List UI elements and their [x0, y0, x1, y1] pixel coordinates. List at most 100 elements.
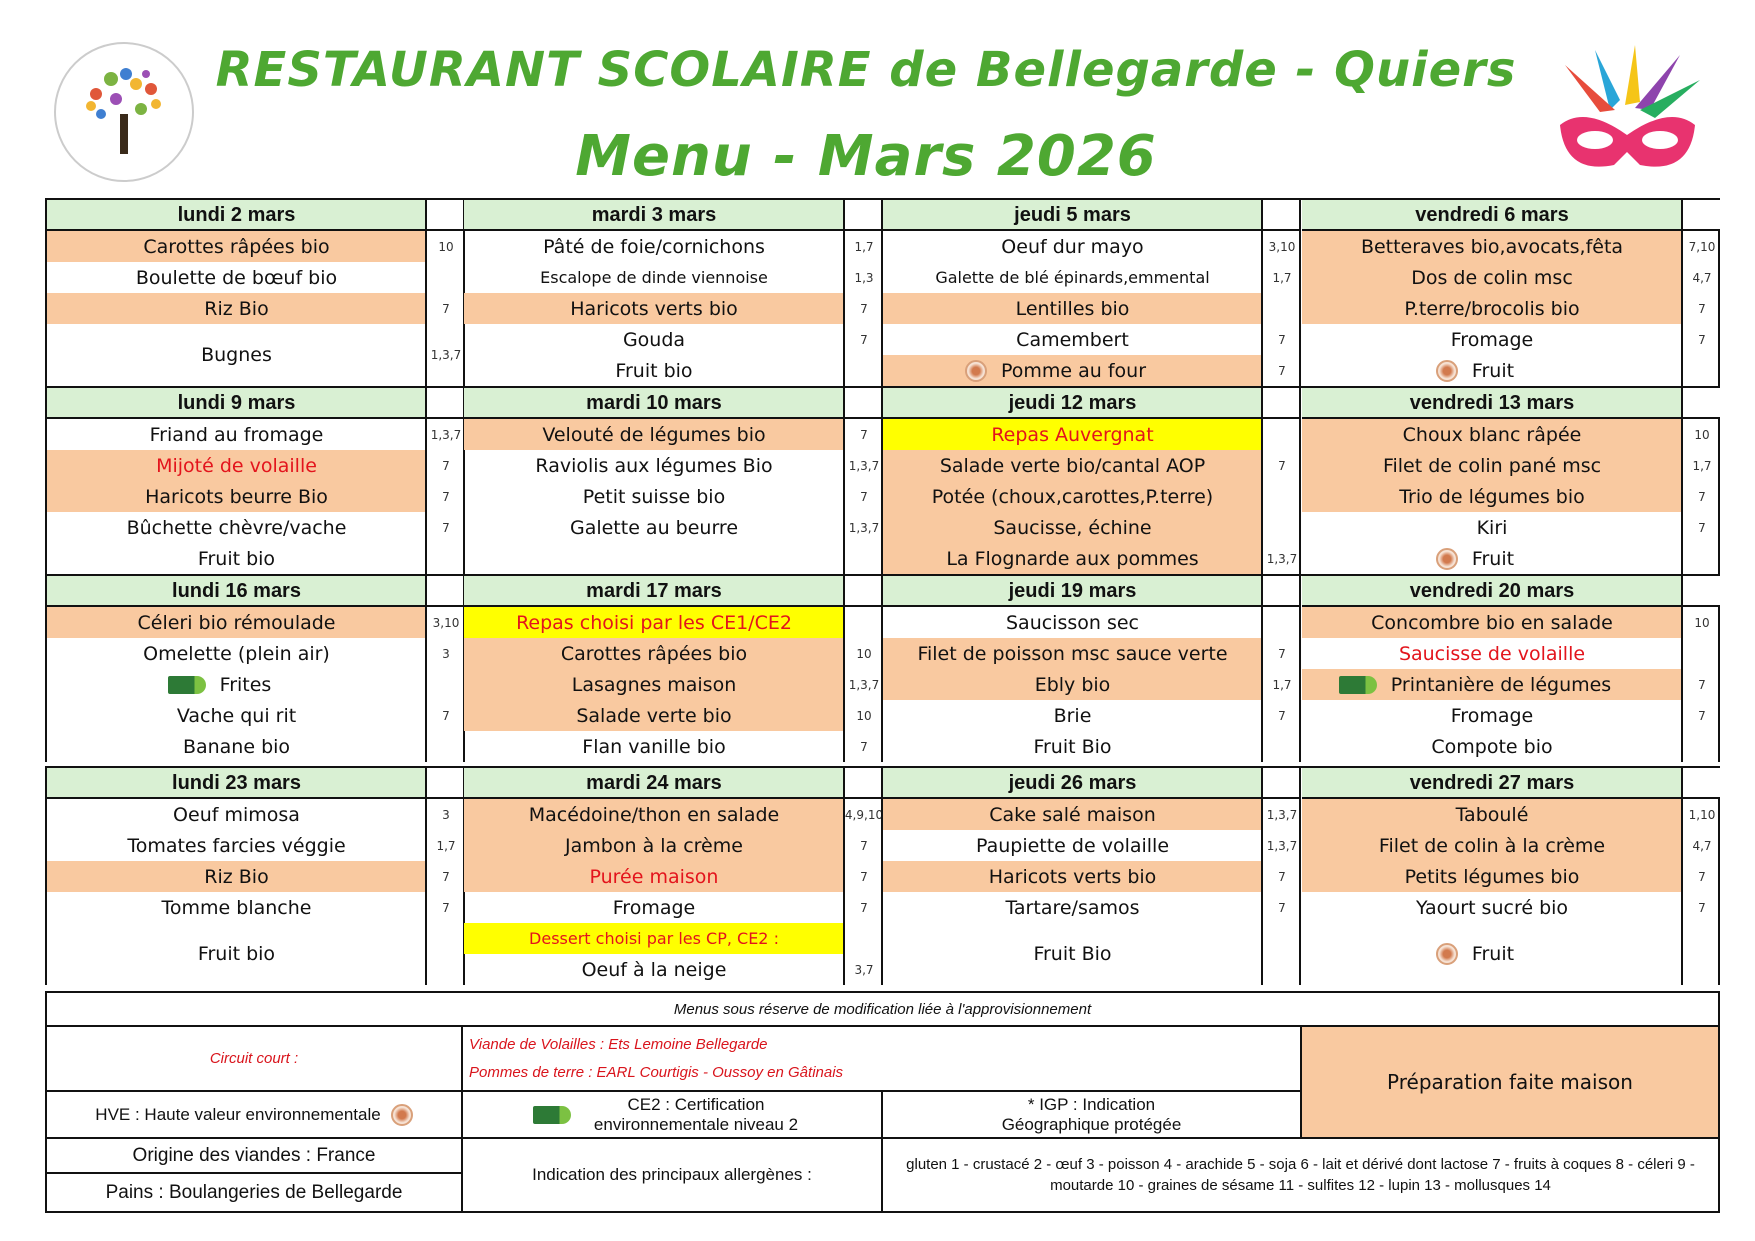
menu-item-label: Gouda [622, 328, 686, 351]
menu-item: Salade verte bio/cantal AOP [883, 450, 1262, 481]
day-header: lundi 2 mars [47, 200, 426, 231]
menu-item: Salade verte bio [464, 700, 844, 731]
day-menu: Repas Auvergnat Salade verte bio/cantal A… [883, 419, 1262, 574]
menu-item: Fromage [464, 892, 844, 923]
allergen-code: 10 [856, 708, 872, 723]
menu-item-label: Bugnes [201, 344, 272, 366]
tree-icon [86, 68, 161, 154]
ce2-icon [167, 675, 206, 694]
day-header: jeudi 19 mars [883, 576, 1262, 607]
menu-item: Carottes râpées bio [47, 231, 426, 262]
day-header: vendredi 27 mars [1302, 768, 1682, 799]
allergen-code: 1,3,7 [1266, 551, 1298, 566]
menu-item-label: Raviolis aux légumes Bio [535, 454, 773, 477]
day-header: mardi 24 mars [464, 768, 844, 799]
day-header: jeudi 5 mars [883, 200, 1262, 231]
menu-item: Lentilles bio [883, 293, 1262, 324]
day-header: vendredi 13 mars [1302, 388, 1682, 419]
menu-item-label: Flan vanille bio [582, 735, 726, 758]
menu-item-label: Fruit [1471, 359, 1515, 382]
menu-item: Galette au beurre [464, 512, 844, 543]
allergen-code: 7 [442, 869, 450, 884]
menu-item-label: Lasagnes maison [571, 673, 737, 696]
allergen-code: 7 [442, 458, 450, 473]
allergen-code [1264, 607, 1300, 638]
day-header: jeudi 26 mars [883, 768, 1262, 799]
week-block: lundi 9 mars Friand au fromage Mijoté de v… [45, 386, 1720, 574]
menu-item: Kiri [1302, 512, 1682, 543]
allergen-code: 1,7 [1272, 677, 1292, 692]
allergen-code: 7,10 [1688, 239, 1716, 254]
menu-item: Filet de colin pané msc [1302, 450, 1682, 481]
menu-item: Mijoté de volaille [47, 450, 426, 481]
menu-item: Bugnes [47, 324, 426, 386]
menu-item-label: Yaourt sucré bio [1415, 896, 1569, 919]
menu-item-label: Repas choisi par les CE1/CE2 [516, 611, 792, 634]
column-divider [881, 388, 883, 574]
menu-item-label: Riz Bio [204, 865, 269, 888]
menu-item-label: Friand au fromage [149, 423, 324, 446]
menu-item: Saucisson sec [883, 607, 1262, 638]
menu-item-label: Haricots verts bio [570, 297, 738, 320]
allergen-code [846, 607, 882, 638]
allergen-code: 4,7 [1692, 838, 1712, 853]
allergen-code: 7 [442, 489, 450, 504]
circuit-item: Pommes de terre : EARL Courtigis - Ousso… [469, 1063, 844, 1081]
menu-item: Cake salé maison [883, 799, 1262, 830]
column-divider [1681, 768, 1683, 985]
column-divider [881, 768, 883, 985]
allergen-header [426, 576, 464, 607]
menu-item: Saucisse de volaille [1302, 638, 1682, 669]
allergen-column: 1,10 4,7 7 7 [1684, 799, 1720, 985]
day-menu: Velouté de légumes bio Raviolis aux légum… [464, 419, 844, 574]
allergen-code [1684, 355, 1720, 386]
week-block: lundi 23 mars Oeuf mimosa Tomates farcies … [45, 766, 1720, 985]
menu-item: Escalope de dinde viennoise [464, 262, 844, 293]
menu-item-label: Betteraves bio,avocats,fêta [1360, 235, 1624, 258]
allergen-code: 7 [1698, 520, 1706, 535]
allergen-code [428, 543, 464, 574]
menu-item-label: Fruit bio [197, 943, 276, 965]
menu-item-label: La Flognarde aux pommes [946, 547, 1199, 570]
menu-item: Fruit Bio [883, 923, 1262, 985]
column-divider [1681, 200, 1683, 386]
allergen-code: 3,10 [1268, 239, 1296, 254]
menu-item-label: P.terre/brocolis bio [1404, 297, 1580, 320]
menu-item-label: Concombre bio en salade [1371, 611, 1613, 634]
menu-item-label: Jambon à la crème [565, 834, 743, 857]
allergen-header [844, 768, 882, 799]
circuit-court-label: Circuit court : [45, 1025, 463, 1092]
day-header: lundi 9 mars [47, 388, 426, 419]
menu-item-label: Galette de blé épinards,emmental [935, 268, 1210, 287]
allergen-code: 7 [1278, 900, 1286, 915]
menu-item-label: Pomme au four [1000, 359, 1147, 382]
hve-label: HVE : Haute valeur environnementale [95, 1104, 381, 1124]
allergen-code: 1,7 [854, 239, 874, 254]
allergen-code: 7 [442, 520, 450, 535]
allergen-code: 7 [1278, 363, 1286, 378]
menu-item-label: Boulette de bœuf bio [135, 266, 338, 289]
notice: Menus sous réserve de modification liée … [45, 991, 1720, 1027]
allergen-header [426, 388, 464, 419]
menu-item: Raviolis aux légumes Bio [464, 450, 844, 481]
column-divider [1681, 576, 1683, 762]
day-menu: Choux blanc râpée Filet de colin pané msc… [1302, 419, 1682, 574]
day-header: lundi 23 mars [47, 768, 426, 799]
menu-item-label: Fruit bio [615, 359, 693, 382]
menu-item: Oeuf dur mayo [883, 231, 1262, 262]
carnival-mask-image [1540, 40, 1715, 190]
menu-item-label: Purée maison [589, 865, 719, 888]
allergen-code [1264, 731, 1300, 762]
allergen-code [846, 355, 882, 386]
hve-legend: HVE : Haute valeur environnementale [45, 1090, 463, 1139]
day-menu: Concombre bio en salade Saucisse de volai… [1302, 607, 1682, 762]
allergen-header [1682, 388, 1720, 419]
menu-item-label: Céleri bio rémoulade [137, 611, 336, 634]
menu-item-label: Fruit [1471, 547, 1515, 570]
menu-item: Compote bio [1302, 731, 1682, 762]
menu-item-label: Bûchette chèvre/vache [126, 516, 347, 539]
allergen-code: 7 [860, 869, 868, 884]
menu-item: Omelette (plein air) [47, 638, 426, 669]
menu-item-label: Fruit Bio [1033, 735, 1112, 758]
menu-item: Petit suisse bio [464, 481, 844, 512]
